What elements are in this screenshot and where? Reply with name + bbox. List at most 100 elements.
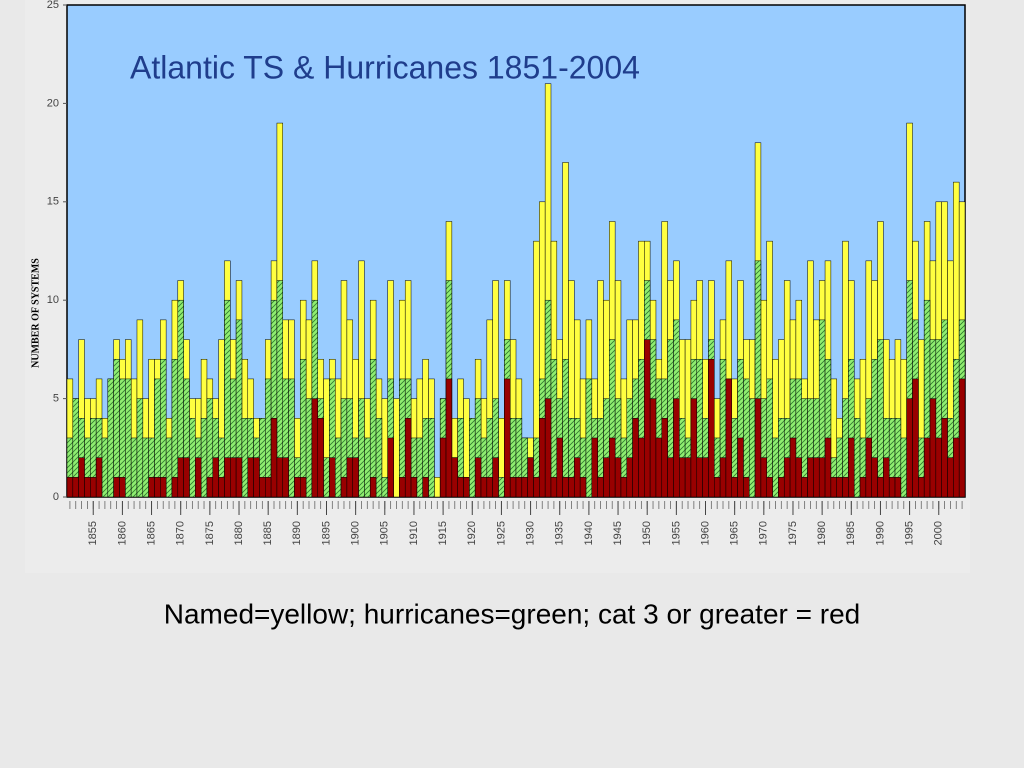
bar <box>772 437 779 498</box>
bar <box>714 477 721 498</box>
bar <box>113 358 120 498</box>
bar <box>562 477 569 498</box>
bar <box>171 358 179 498</box>
y-tick-label: 15 <box>47 196 59 208</box>
bar <box>562 358 569 498</box>
bar <box>311 398 318 498</box>
x-tick-label: 1915 <box>437 521 449 545</box>
bar <box>492 457 499 498</box>
x-tick-label: 1965 <box>729 521 741 545</box>
x-tick-label: 1865 <box>145 521 157 545</box>
bar <box>72 477 79 498</box>
bar <box>958 378 966 498</box>
bar <box>189 418 196 498</box>
bar <box>422 477 429 498</box>
bar <box>66 477 74 498</box>
bar <box>748 398 756 498</box>
x-tick-label: 1990 <box>874 521 886 545</box>
bar <box>877 477 884 498</box>
x-tick-label: 1910 <box>408 521 420 545</box>
x-tick-label: 1995 <box>904 521 916 545</box>
bar <box>428 418 435 498</box>
x-tick-label: 2000 <box>933 521 945 545</box>
bar <box>218 477 225 498</box>
bar <box>299 358 307 498</box>
bar <box>154 477 161 498</box>
x-tick-label: 1920 <box>466 521 478 545</box>
bar <box>230 457 237 498</box>
bar <box>399 477 406 498</box>
bar <box>894 477 902 498</box>
bar <box>95 457 103 498</box>
bar <box>463 477 470 498</box>
bar <box>766 477 773 498</box>
bar <box>381 477 388 498</box>
bar <box>241 418 249 498</box>
bar <box>474 457 482 498</box>
x-tick-label: 1875 <box>204 521 216 545</box>
bar <box>515 477 523 498</box>
bar <box>323 457 330 498</box>
bar <box>387 437 394 498</box>
bar <box>247 457 254 498</box>
bar <box>836 477 843 498</box>
bar <box>299 477 307 498</box>
bar <box>568 477 575 498</box>
bar <box>544 398 552 498</box>
bar <box>585 378 593 498</box>
bar <box>760 457 767 498</box>
bar <box>579 477 587 498</box>
x-tick-label: 1935 <box>554 521 566 545</box>
x-tick-label: 1960 <box>699 521 711 545</box>
bar <box>235 457 243 498</box>
bar <box>434 477 441 498</box>
bar <box>935 437 942 498</box>
bar <box>404 418 412 498</box>
bar <box>212 457 219 498</box>
bar <box>871 457 878 498</box>
x-tick-label: 1890 <box>291 521 303 545</box>
x-tick-label: 1985 <box>845 521 857 545</box>
chart-title: Atlantic TS & Hurricanes 1851-2004 <box>130 49 640 85</box>
bar <box>457 477 464 498</box>
bar <box>574 457 581 498</box>
bar <box>883 457 890 498</box>
bar <box>778 477 785 498</box>
y-tick-label: 20 <box>47 97 59 109</box>
bar <box>84 477 91 498</box>
bar <box>469 418 476 498</box>
caption: Named=yellow; hurricanes=green; cat 3 or… <box>164 598 861 629</box>
bar <box>136 398 144 498</box>
y-tick-label: 25 <box>47 0 59 11</box>
bar <box>807 457 814 498</box>
bar <box>439 437 447 498</box>
bar <box>953 437 960 498</box>
bar <box>375 418 383 498</box>
bar <box>130 437 138 498</box>
x-tick-label: 1900 <box>350 521 362 545</box>
bar <box>480 477 488 498</box>
bar <box>369 358 377 498</box>
bar <box>288 378 295 498</box>
x-tick-label: 1945 <box>612 521 624 545</box>
bar <box>200 418 208 498</box>
bar <box>783 457 791 498</box>
bar <box>364 437 371 498</box>
x-tick-label: 1980 <box>816 521 828 545</box>
bar <box>160 358 167 498</box>
bar <box>90 477 97 498</box>
x-tick-label: 1955 <box>670 521 682 545</box>
bar <box>649 398 657 498</box>
y-tick-label: 10 <box>47 294 59 306</box>
bar <box>824 437 832 498</box>
bar <box>929 398 937 498</box>
bar <box>603 457 610 498</box>
bar <box>690 398 698 498</box>
bar <box>550 477 558 498</box>
bar <box>591 437 598 498</box>
bar <box>725 378 733 498</box>
bar <box>912 378 919 498</box>
bar <box>667 457 674 498</box>
bar <box>661 418 668 498</box>
bar <box>78 457 85 498</box>
